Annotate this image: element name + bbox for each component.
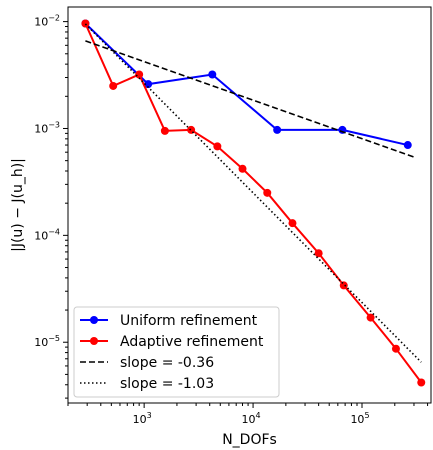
plot-area [67,6,432,404]
legend-label: Adaptive refinement [120,334,264,350]
y-tick-label: 10−3 [34,120,60,135]
legend-box [73,306,280,398]
y-tick-label: 10−5 [34,334,60,349]
data-point [263,188,272,197]
data-point [288,219,297,228]
y-tick-label: 10−4 [34,227,60,242]
legend-label: Uniform refinement [120,313,258,329]
legend-label: slope = -0.36 [120,355,214,371]
series-line-3 [84,23,422,363]
data-point [339,281,348,290]
series-lines [81,19,426,387]
series-line-2 [85,40,415,158]
x-tick-label: 105 [350,411,369,426]
data-point [81,19,90,28]
data-point [213,142,222,151]
data-point [366,313,375,322]
series-line-1 [84,23,423,384]
x-tick-label: 103 [133,411,152,426]
data-point [144,80,153,89]
data-point [238,164,247,173]
data-point [109,81,118,90]
ticks: 103 104 105 10−5 10−4 10−3 10−2 [34,14,429,426]
y-axis-label: |J(u) − J(u_h)| [10,158,26,252]
legend-marker [90,316,98,324]
data-point [403,141,412,150]
data-point [273,125,282,134]
x-tick-label: 104 [242,411,261,426]
data-point [135,70,144,79]
legend: Uniform refinement Adaptive refinement slo… [73,306,280,398]
data-point [314,249,323,258]
data-point [187,125,196,134]
y-tick-label: 10−2 [34,14,60,29]
data-point [208,70,217,79]
data-point [391,344,400,353]
data-point [160,126,169,135]
x-axis-label: N_DOFs [222,432,277,448]
data-point [417,378,426,387]
legend-marker [90,337,98,345]
series-line-0 [84,22,408,147]
legend-label: slope = -1.03 [120,376,214,392]
